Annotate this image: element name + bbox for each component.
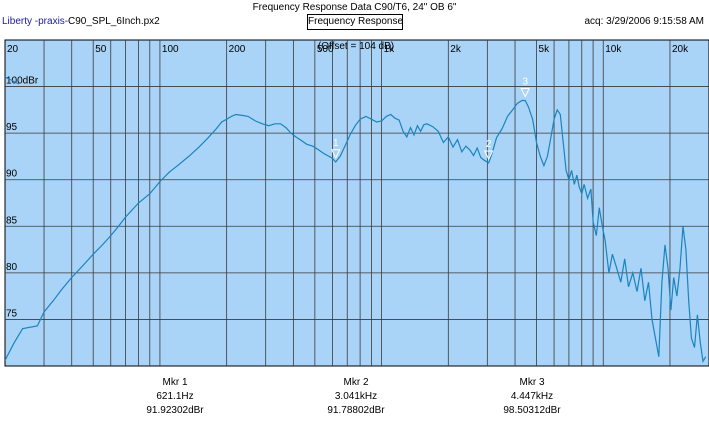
marker-name: Mkr 1 — [162, 377, 188, 388]
x-tick-label: 20 — [7, 44, 19, 55]
x-tick-label: 20k — [672, 44, 689, 55]
marker-name: Mkr 3 — [519, 377, 545, 388]
marker-readout: Mkr 2 3.041kHz 91.78802dBr — [301, 376, 411, 418]
y-tick-label: 90 — [6, 169, 18, 180]
marker-freq-text: 4.447kHz — [510, 391, 554, 402]
acquired-timestamp: acq: 3/29/2006 9:15:58 AM — [584, 16, 704, 27]
chart-subtitle[interactable]: Frequency Response — [307, 14, 403, 30]
response-curve — [5, 99, 707, 364]
marker-triangle — [330, 149, 341, 159]
marker-readout: Mkr 3 4.447kHz 98.50312dBr — [477, 376, 587, 418]
marker-number: 1 — [333, 138, 339, 149]
x-tick-label: 500 — [317, 44, 334, 55]
x-tick-label: 50 — [95, 44, 107, 55]
marker-number: 3 — [522, 77, 528, 88]
chart-title: Frequency Response Data C90/T6, 24" OB 6… — [252, 2, 457, 13]
app-name: Liberty -praxis- — [2, 16, 69, 27]
offset-annotation: (Offset = 104 dB) — [318, 41, 394, 52]
x-tick-label: 200 — [229, 44, 246, 55]
file-name: C90_SPL_6Inch.px2 — [68, 16, 160, 27]
series-group — [5, 99, 707, 364]
top-left-trace — [4, 76, 20, 85]
marker-level-text: 91.92302dBr — [146, 405, 204, 416]
y-tick-label: 75 — [6, 308, 18, 319]
marker-level-text: 91.78802dBr — [327, 405, 385, 416]
marker-triangle — [520, 88, 531, 98]
marker-triangle — [483, 150, 494, 161]
marker-freq-text: 3.041kHz — [334, 391, 378, 402]
x-tick-label: 100 — [162, 44, 179, 55]
marker-name: Mkr 2 — [343, 377, 369, 388]
marker-number: 2 — [486, 139, 492, 150]
x-tick-label: 1k — [384, 44, 396, 55]
marker-level-text: 98.50312dBr — [503, 405, 561, 416]
x-tick-label: 10k — [605, 44, 622, 55]
x-tick-label: 5k — [539, 44, 551, 55]
y-tick-label: 80 — [6, 262, 18, 273]
marker-readout: Mkr 1 621.1Hz 91.92302dBr — [120, 376, 230, 418]
y-tick-label: 100dBr — [6, 76, 39, 87]
marker-freq-text: 621.1Hz — [156, 391, 194, 402]
y-tick-label: 85 — [6, 215, 18, 226]
x-tick-label: 2k — [450, 44, 462, 55]
y-tick-label: 95 — [6, 122, 18, 133]
